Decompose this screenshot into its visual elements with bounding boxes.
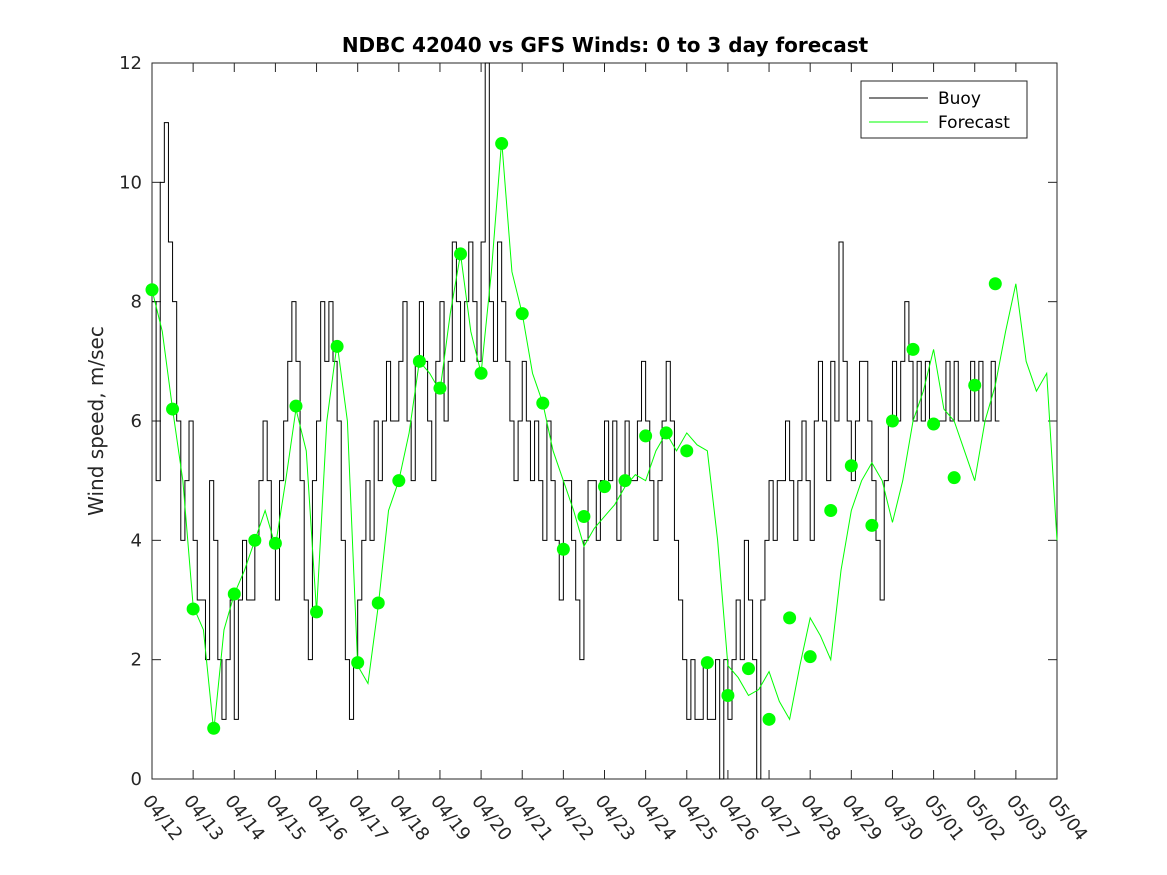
forecast-point	[207, 721, 221, 735]
y-tick-label: 10	[119, 172, 142, 193]
forecast-point	[783, 611, 797, 625]
chart-title: NDBC 42040 vs GFS Winds: 0 to 3 day fore…	[342, 33, 869, 57]
forecast-point	[145, 283, 159, 297]
y-tick-label: 2	[131, 650, 142, 671]
forecast-point	[351, 656, 365, 670]
forecast-point	[577, 509, 591, 523]
forecast-point	[454, 247, 468, 261]
y-tick-label: 4	[131, 530, 142, 551]
legend-label-forecast: Forecast	[938, 113, 1010, 133]
forecast-point	[371, 596, 385, 610]
forecast-point	[515, 307, 529, 321]
forecast-point	[618, 474, 632, 488]
forecast-point	[865, 518, 879, 532]
forecast-point	[186, 602, 200, 616]
y-tick-label: 0	[131, 769, 142, 790]
forecast-point	[166, 402, 180, 416]
forecast-point	[762, 712, 776, 726]
forecast-point	[392, 474, 406, 488]
forecast-point	[412, 354, 426, 368]
forecast-point	[495, 137, 509, 151]
forecast-point	[268, 536, 282, 550]
forecast-point	[700, 656, 714, 670]
forecast-point	[844, 459, 858, 473]
forecast-point	[536, 396, 550, 410]
legend: Buoy Forecast	[860, 80, 1028, 139]
forecast-point	[988, 277, 1002, 291]
series-line-forecast	[151, 140, 1058, 732]
y-tick-label: 8	[131, 292, 142, 313]
forecast-point	[741, 662, 755, 676]
forecast-point	[639, 429, 653, 443]
forecast-point	[248, 533, 262, 547]
y-tick-label: 12	[119, 53, 142, 74]
y-tick-label: 6	[131, 411, 142, 432]
forecast-point	[885, 414, 899, 428]
forecast-point	[330, 339, 344, 353]
forecast-point	[227, 587, 241, 601]
forecast-point	[968, 378, 982, 392]
forecast-point	[310, 605, 324, 619]
legend-box	[860, 80, 1028, 139]
forecast-point	[680, 444, 694, 458]
y-axis-label: Wind speed, m/sec	[84, 326, 108, 516]
forecast-point	[598, 480, 611, 494]
forecast-point	[927, 417, 941, 431]
forecast-point	[659, 426, 673, 440]
forecast-point	[803, 650, 817, 664]
forecast-point	[824, 504, 838, 517]
forecast-point	[947, 471, 961, 485]
forecast-point	[433, 381, 447, 395]
forecast-point	[906, 342, 920, 356]
forecast-point	[474, 366, 488, 380]
forecast-point	[289, 399, 303, 413]
series-line-buoy	[152, 62, 1000, 780]
forecast-point	[556, 542, 570, 556]
legend-label-buoy: Buoy	[938, 89, 981, 109]
forecast-point	[721, 688, 735, 702]
